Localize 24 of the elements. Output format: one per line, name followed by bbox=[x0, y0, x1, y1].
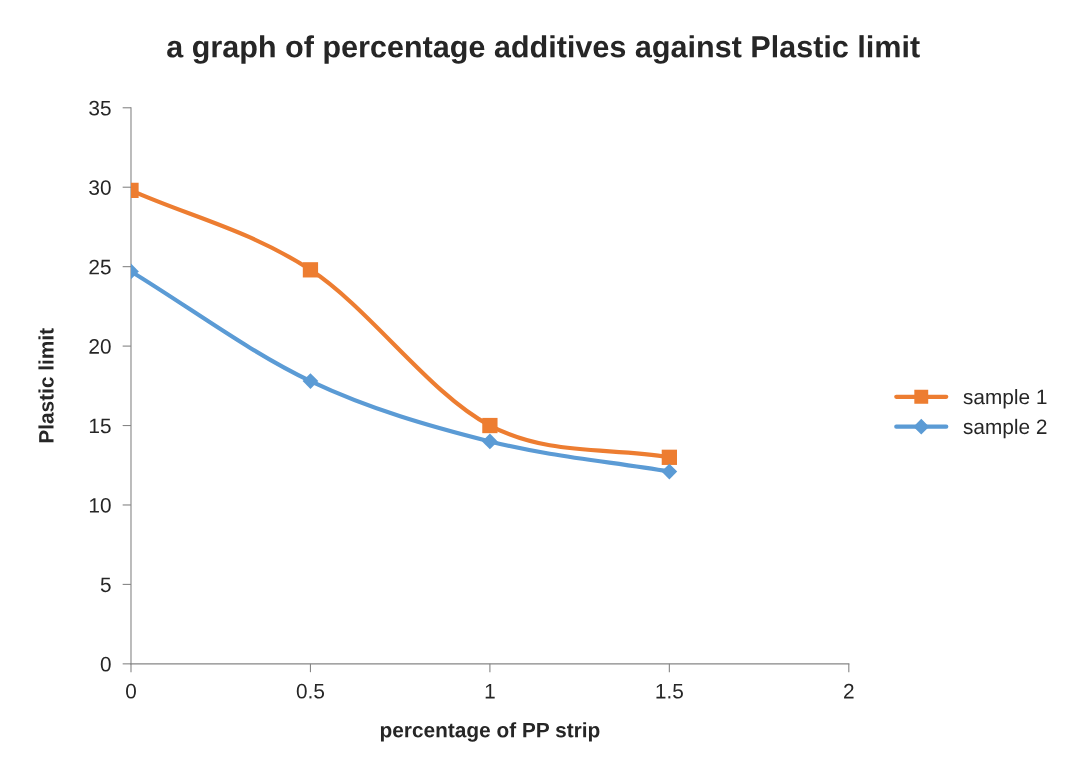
y-tick-label: 15 bbox=[89, 418, 111, 434]
point bbox=[482, 417, 498, 434]
y-tick-label: 5 bbox=[100, 577, 111, 593]
y-tick-label: 20 bbox=[89, 339, 111, 354]
legend-label: sample 2 bbox=[963, 418, 1047, 439]
y-tick-label: 30 bbox=[89, 180, 111, 195]
x-tick-label: 0.5 bbox=[296, 683, 325, 699]
y-tick-label: 0 bbox=[100, 656, 111, 672]
legend-label: sample 1 bbox=[963, 388, 1047, 409]
x-tick-label: 0 bbox=[126, 683, 136, 699]
y-axis-title: Plastic limit bbox=[38, 328, 54, 443]
x-tick-label: 1.5 bbox=[656, 684, 683, 699]
chart-title: a graph of percentage additives against Plastic limit bbox=[167, 35, 920, 64]
y-tick-label: 10 bbox=[89, 497, 111, 513]
x-tick-label: 2 bbox=[844, 683, 854, 699]
point bbox=[482, 433, 498, 450]
x-tick-label: 1 bbox=[485, 684, 495, 699]
point bbox=[302, 373, 319, 389]
point bbox=[661, 449, 677, 465]
point bbox=[302, 262, 319, 278]
x-axis-title: percentage of PP strip bbox=[380, 722, 600, 742]
y-tick-label: 25 bbox=[89, 259, 111, 275]
point bbox=[661, 463, 678, 480]
y-tick-label: 35 bbox=[89, 100, 111, 116]
